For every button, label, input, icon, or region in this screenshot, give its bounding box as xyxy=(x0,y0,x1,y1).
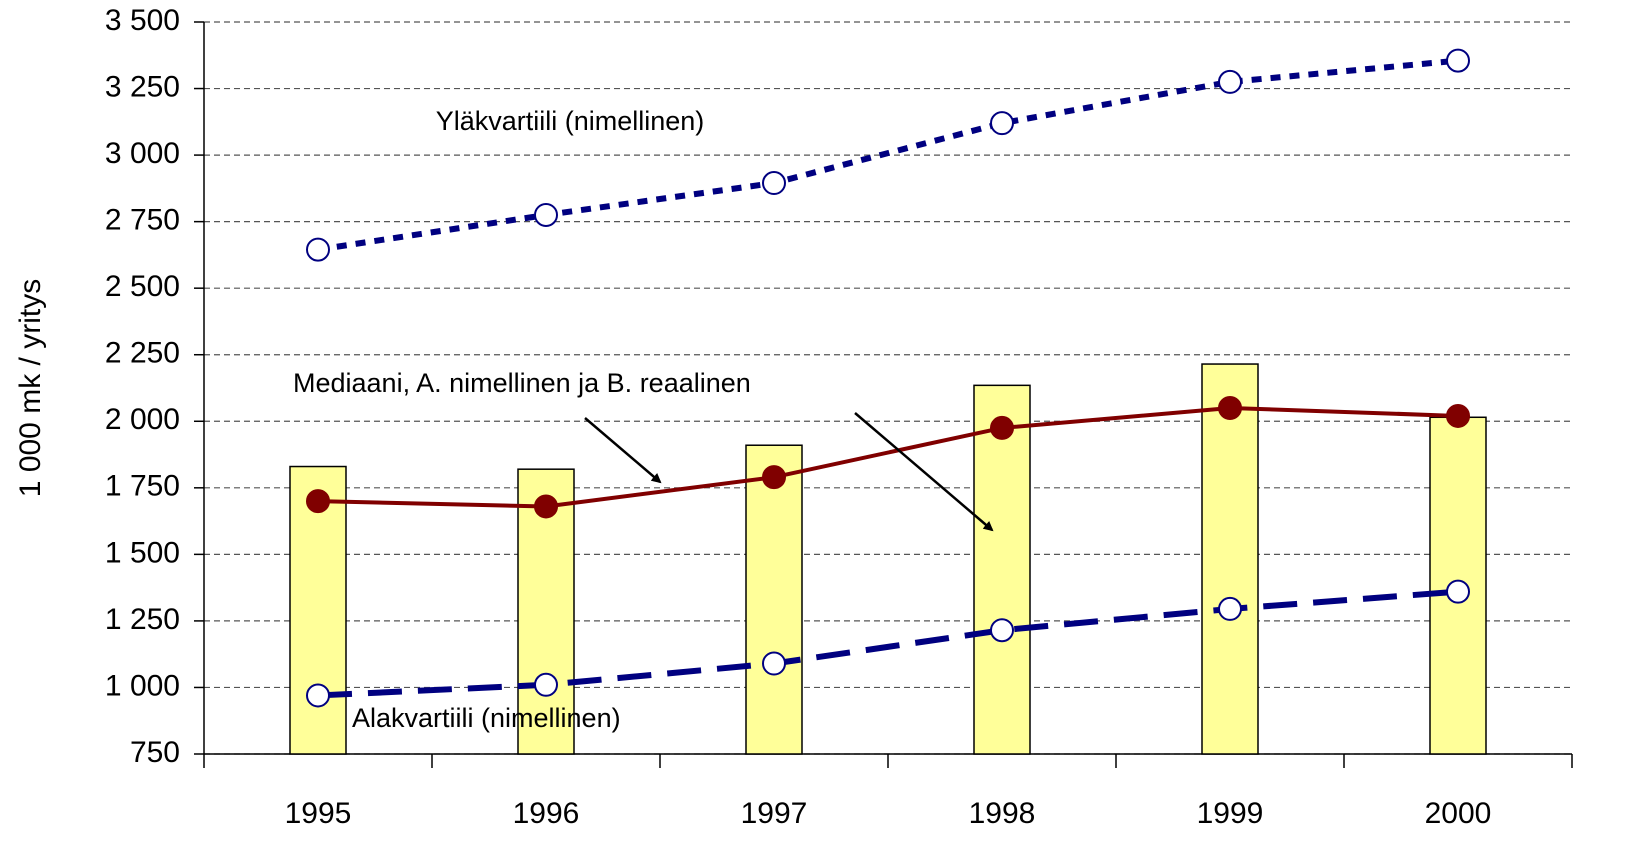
annotation: Yläkvartiili (nimellinen) xyxy=(436,106,705,136)
y-tick-label: 750 xyxy=(130,736,180,769)
marks xyxy=(289,48,1487,755)
x-tick-label: 1998 xyxy=(969,797,1036,830)
arrow xyxy=(854,412,994,532)
line xyxy=(317,57,1459,253)
marker xyxy=(1218,395,1242,420)
line xyxy=(317,588,1459,699)
marker xyxy=(534,494,558,519)
marker xyxy=(1446,48,1470,73)
y-tick-label: 2 750 xyxy=(105,204,180,237)
bar xyxy=(1201,363,1259,755)
marker xyxy=(1218,596,1242,621)
marker xyxy=(762,171,786,196)
y-tick-label: 1 250 xyxy=(105,603,180,636)
marker xyxy=(990,111,1014,136)
line xyxy=(317,405,1459,509)
marker xyxy=(306,489,330,514)
y-tick-label: 2 000 xyxy=(105,403,180,436)
marker xyxy=(306,683,330,708)
marker xyxy=(306,237,330,262)
arrow xyxy=(584,417,662,484)
marker xyxy=(1446,403,1470,428)
x-tick-label: 1996 xyxy=(513,797,580,830)
y-axis-label: 1 000 mk / yritys xyxy=(14,279,47,497)
x-tick-label: 2000 xyxy=(1425,797,1492,830)
y-tick-label: 3 250 xyxy=(105,70,180,103)
y-tick-label: 2 500 xyxy=(105,270,180,303)
bar xyxy=(745,444,803,755)
x-tick-label: 1997 xyxy=(741,797,808,830)
y-tick-label: 1 500 xyxy=(105,536,180,569)
y-tick-label: 2 250 xyxy=(105,337,180,370)
x-tick-label: 1999 xyxy=(1197,797,1264,830)
y-tick-label: 1 000 xyxy=(105,669,180,702)
marker xyxy=(534,672,558,697)
marker xyxy=(990,618,1014,643)
marker xyxy=(990,415,1014,440)
annotation: Alakvartiili (nimellinen) xyxy=(352,703,621,733)
y-tick-label: 1 750 xyxy=(105,470,180,503)
x-tick-label: 1995 xyxy=(285,797,352,830)
bar xyxy=(973,384,1031,755)
y-tick-label: 3 000 xyxy=(105,137,180,170)
marker xyxy=(762,465,786,490)
marker xyxy=(534,202,558,227)
grid xyxy=(194,21,1573,768)
y-tick-label: 3 500 xyxy=(105,4,180,37)
marker xyxy=(762,651,786,676)
marker xyxy=(1218,69,1242,94)
annotation: Mediaani, A. nimellinen ja B. reaalinen xyxy=(293,368,751,398)
marker xyxy=(1446,579,1470,604)
